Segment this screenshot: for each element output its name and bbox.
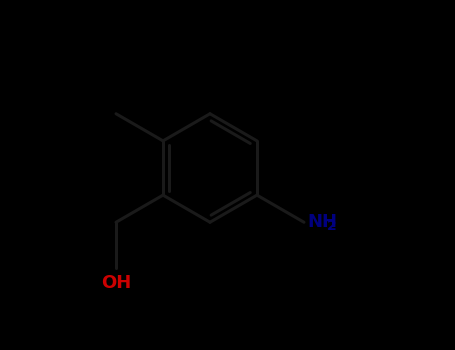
- Text: NH: NH: [308, 213, 338, 231]
- Text: OH: OH: [101, 274, 131, 292]
- Text: 2: 2: [327, 219, 336, 233]
